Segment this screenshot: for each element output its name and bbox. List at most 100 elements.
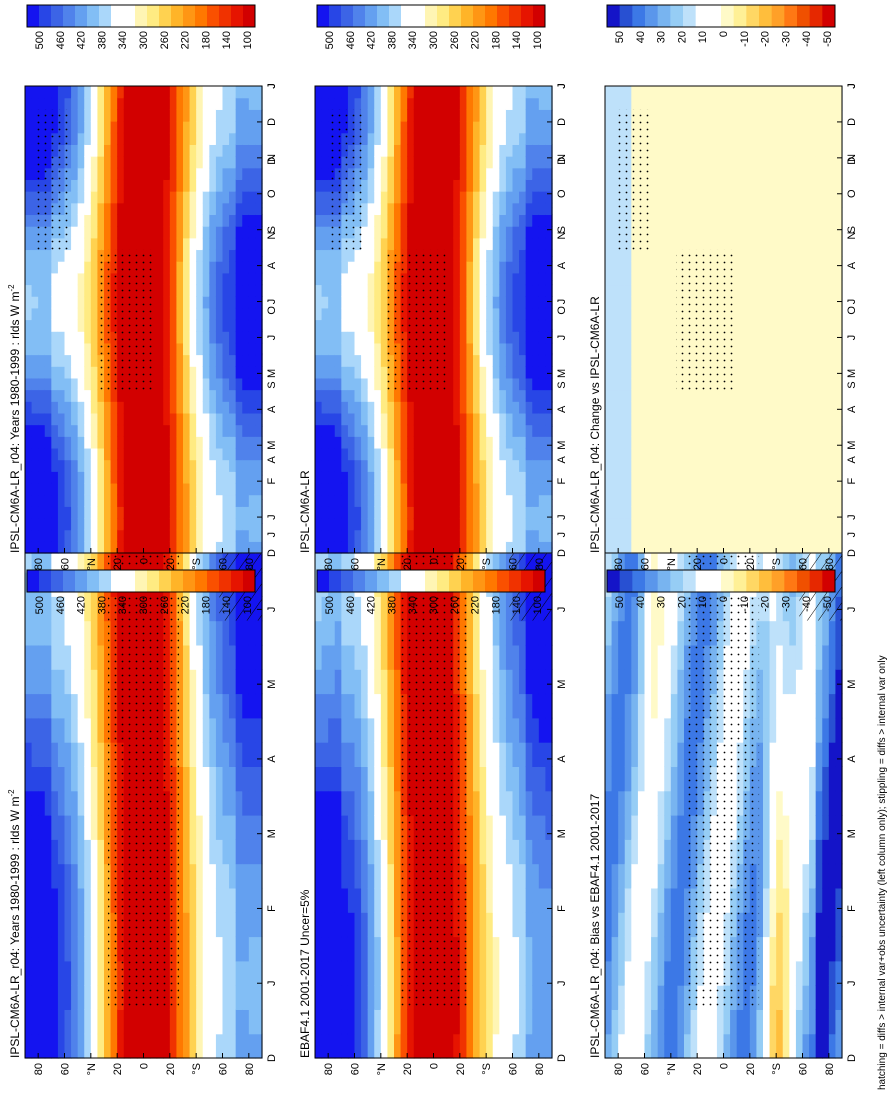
heat-cell: [334, 1033, 342, 1059]
heat-cell: [822, 960, 830, 986]
heat-cell: [84, 424, 92, 437]
heat-cell: [361, 547, 369, 573]
heat-cell: [505, 669, 514, 695]
heat-cell: [492, 620, 500, 646]
heat-cell: [644, 620, 652, 646]
heat-cell: [123, 1033, 131, 1059]
heat-cell: [519, 644, 527, 670]
heat-cell: [789, 960, 797, 986]
heat-cell: [25, 517, 33, 531]
heat-cell: [538, 620, 547, 646]
heat-cell: [387, 912, 395, 938]
heat-cell: [611, 620, 619, 646]
heat-cell: [38, 401, 46, 414]
heat-cell: [77, 766, 85, 792]
month-tick-label: O: [556, 306, 568, 315]
heat-cell: [248, 766, 257, 792]
heat-cell: [25, 121, 33, 134]
heat-cell: [802, 815, 810, 840]
heat-cell: [77, 342, 85, 356]
heat-cell: [505, 863, 514, 889]
heat-cell: [104, 936, 112, 962]
heat-cell: [71, 790, 79, 816]
heat-cell: [380, 766, 389, 792]
lat-tick-label: 80: [824, 1063, 836, 1075]
heat-cell: [519, 936, 527, 962]
heat-cell: [64, 284, 72, 297]
heat-cell: [51, 272, 59, 286]
heat-cell: [354, 693, 362, 719]
heat-cell: [802, 887, 810, 913]
heat-cell: [631, 1009, 639, 1035]
heat-cell: [90, 839, 99, 865]
heat-cell: [354, 790, 362, 816]
heat-cell: [242, 839, 250, 865]
heat-cell: [361, 985, 369, 1010]
heat-cell: [84, 97, 92, 110]
heat-cell: [84, 261, 92, 274]
heat-cell: [828, 766, 837, 792]
heat-cell: [183, 839, 191, 865]
heat-cell: [776, 1033, 784, 1059]
heat-cell: [505, 887, 514, 913]
heat-cell: [361, 912, 369, 938]
heat-cell: [367, 547, 375, 573]
heat-cell: [618, 547, 626, 573]
heat-cell: [196, 547, 204, 573]
heat-cell: [519, 742, 527, 767]
heat-cell: [51, 354, 59, 367]
month-tick-label: O: [266, 306, 278, 315]
heat-cell: [334, 887, 342, 913]
heat-cell: [31, 202, 39, 216]
heat-cell: [769, 815, 777, 840]
month-tick-label: J: [556, 83, 568, 89]
heat-cell: [64, 529, 72, 542]
heat-cell: [64, 717, 72, 743]
lat-tick-label: 80: [613, 1063, 625, 1075]
heat-cell: [84, 790, 92, 816]
heat-cell: [479, 1009, 487, 1035]
heat-cell: [51, 1009, 59, 1035]
heat-cell: [25, 144, 33, 157]
heat-cell: [677, 815, 685, 840]
heat-cell: [248, 1033, 257, 1059]
heat-cell: [215, 644, 224, 670]
heat-cell: [637, 547, 646, 573]
heat-cell: [71, 331, 79, 344]
heat-cell: [789, 1033, 797, 1059]
heat-cell: [189, 1033, 197, 1059]
heat-cell: [51, 86, 59, 99]
heat-cell: [361, 1033, 369, 1059]
heat-cell: [499, 1009, 507, 1035]
heat-cell: [328, 693, 336, 719]
heat-cell: [525, 1009, 533, 1035]
heat-cell: [209, 863, 217, 889]
heat-cell: [637, 1009, 646, 1035]
heat-cell: [347, 717, 356, 743]
heat-cell: [479, 1033, 487, 1059]
heat-cell: [697, 1009, 705, 1035]
heat-cell: [644, 717, 652, 743]
colorbar-swatch: [147, 570, 160, 592]
heat-cell: [321, 596, 329, 622]
heat-cell: [756, 887, 764, 913]
heat-cell: [651, 644, 659, 670]
heat-cell: [670, 596, 679, 622]
heat-cell: [31, 766, 39, 792]
heat-cell: [802, 620, 810, 646]
lat-tick-label: 20: [455, 1063, 467, 1075]
heat-cell: [248, 985, 257, 1010]
heat-cell: [789, 1009, 797, 1035]
heat-cell: [97, 644, 105, 670]
heat-cell: [651, 596, 659, 622]
heat-cell: [664, 620, 672, 646]
heat-cell: [77, 249, 85, 262]
heat-cell: [25, 167, 33, 181]
heat-cell: [51, 644, 59, 670]
heat-cell: [64, 494, 72, 507]
colorbar-swatch: [401, 570, 414, 592]
heat-cell: [354, 985, 362, 1010]
heat-cell: [321, 547, 329, 573]
heat-cell: [71, 319, 79, 332]
heat-cell: [77, 815, 85, 840]
